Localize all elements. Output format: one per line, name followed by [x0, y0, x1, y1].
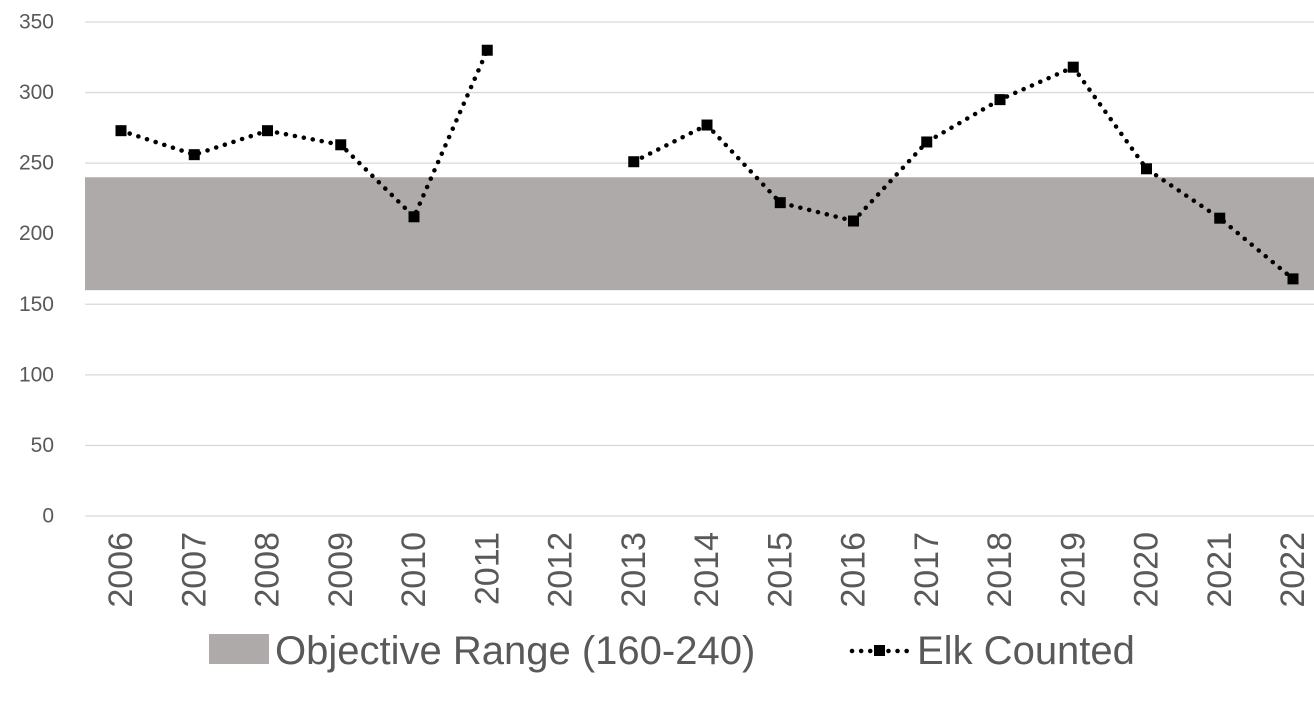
y-axis-ticks: 0 50 100 150 200 250 300 350: [19, 11, 54, 528]
x-tick-label: 2010: [395, 532, 433, 608]
data-point-2007: [188, 149, 200, 161]
data-point-2015: [774, 197, 786, 209]
x-tick-label: 2021: [1201, 532, 1239, 608]
data-point-2016: [848, 215, 859, 227]
objective-range-band: [85, 177, 1314, 291]
objective-range-rect: [85, 177, 1314, 291]
data-point-2008: [262, 125, 273, 137]
legend-marker: [874, 645, 885, 656]
y-tick-label: 50: [31, 434, 54, 457]
legend-swatch-objective-range: [209, 634, 269, 664]
x-tick-label: 2006: [102, 532, 140, 608]
x-tick-label: 2007: [175, 532, 213, 608]
data-point-2014: [701, 119, 713, 131]
y-tick-label: 300: [19, 81, 54, 104]
x-tick-label: 2012: [542, 532, 580, 608]
x-tick-label: 2014: [688, 532, 726, 608]
series-line-segment: [118, 47, 490, 221]
data-point-2021: [1214, 212, 1226, 224]
x-tick-label: 2009: [322, 532, 360, 608]
data-point-2006: [115, 125, 127, 137]
x-tick-label: 2022: [1274, 532, 1312, 608]
data-point-2013: [628, 156, 640, 168]
y-tick-label: 0: [42, 505, 54, 528]
x-tick-label: 2013: [615, 532, 653, 608]
x-tick-label: 2019: [1054, 532, 1092, 608]
x-tick-label: 2016: [835, 532, 873, 608]
legend-label-elk-counted: Elk Counted: [917, 629, 1135, 673]
legend: Objective Range (160-240) Elk Counted: [209, 629, 1135, 673]
x-tick-label: 2008: [249, 532, 287, 608]
data-point-2018: [994, 94, 1006, 106]
x-axis-ticks: 2006 2007 2008 2009 2010 2011 2012 2013 2014 2015…: [102, 532, 1312, 608]
x-tick-label: 2020: [1128, 532, 1166, 608]
y-tick-label: 350: [19, 11, 54, 34]
data-point-2010: [408, 211, 420, 223]
legend-label-objective-range: Objective Range (160-240): [275, 629, 755, 673]
elk-counted-series: [115, 44, 1299, 285]
series-line-segment: [631, 64, 1296, 282]
data-point-2017: [921, 136, 933, 148]
y-tick-label: 150: [19, 293, 54, 316]
data-point-2022: [1287, 273, 1299, 285]
data-point-2011: [481, 44, 493, 56]
data-point-2020: [1141, 163, 1152, 175]
y-tick-label: 100: [19, 363, 54, 386]
y-tick-label: 250: [19, 152, 54, 175]
data-point-2019: [1067, 61, 1079, 73]
legend-swatch-elk-counted: [849, 645, 911, 656]
y-tick-label: 200: [19, 222, 54, 245]
x-tick-label: 2017: [908, 532, 946, 608]
x-tick-label: 2018: [981, 532, 1019, 608]
data-point-2009: [335, 139, 347, 151]
x-tick-label: 2015: [761, 532, 799, 608]
x-tick-label: 2011: [468, 532, 506, 605]
